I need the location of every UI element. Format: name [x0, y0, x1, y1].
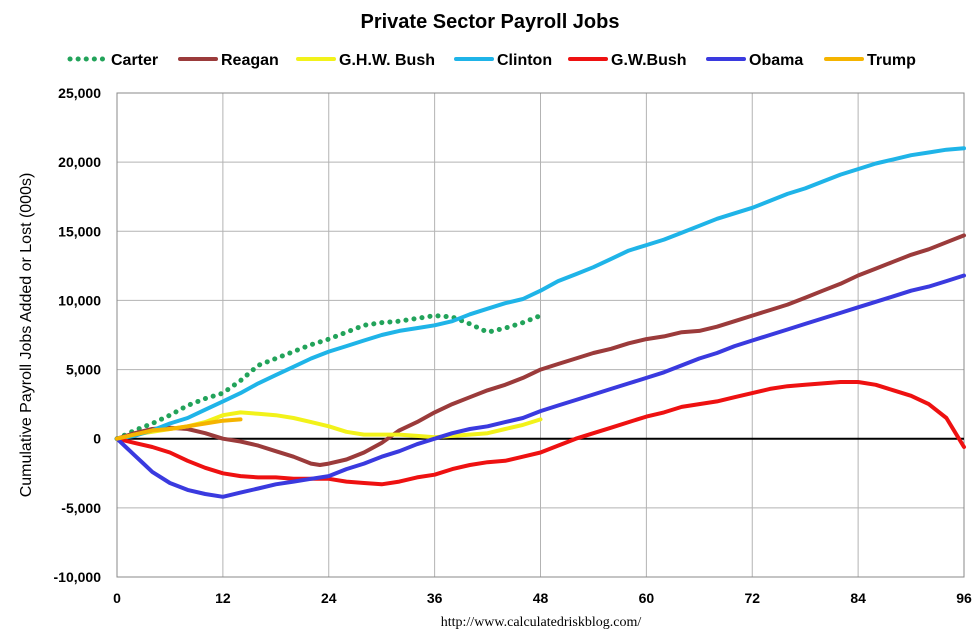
y-tick-label: 25,000	[58, 85, 101, 101]
source-url: http://www.calculatedriskblog.com/	[441, 615, 642, 630]
y-axis-ticks: -10,000 -5,000 0 5,000 10,000 15,000 20,000 25,…	[54, 85, 102, 585]
y-tick-label: 5,000	[66, 362, 101, 378]
x-tick-label: 84	[850, 590, 866, 606]
series-line-g-w-bush	[115, 380, 966, 487]
legend-label-g-w-bush: G.W.Bush	[611, 52, 687, 69]
legend: Carter Reagan G.H.W. Bush Clinton G.W.Bush Ob…	[67, 52, 916, 69]
y-axis-label: Cumulative Payroll Jobs Added or Lost (0…	[18, 173, 35, 498]
gridlines	[116, 92, 965, 578]
y-tick-label: 20,000	[58, 154, 101, 170]
x-tick-label: 72	[744, 590, 760, 606]
y-tick-label: 10,000	[58, 292, 101, 308]
chart-title: Private Sector Payroll Jobs	[360, 11, 619, 33]
y-tick-label: 15,000	[58, 223, 101, 239]
y-tick-label: -10,000	[54, 569, 102, 585]
legend-label-obama: Obama	[749, 52, 803, 69]
x-tick-label: 60	[639, 590, 655, 606]
series-line-clinton	[115, 146, 966, 441]
series-line-trump	[115, 417, 243, 441]
x-tick-label: 96	[956, 590, 972, 606]
y-tick-label: 0	[93, 431, 101, 447]
x-tick-label: 12	[215, 590, 231, 606]
x-tick-label: 24	[321, 590, 337, 606]
series-line-obama	[115, 273, 966, 499]
y-tick-label: -5,000	[61, 500, 101, 516]
x-tick-label: 36	[427, 590, 443, 606]
x-tick-label: 48	[533, 590, 549, 606]
x-axis-ticks: 0 12 24 36 48 60 72 84 96	[113, 590, 972, 606]
series-line-carter	[114, 313, 543, 442]
legend-label-clinton: Clinton	[497, 52, 552, 69]
legend-label-g-h-w-bush: G.H.W. Bush	[339, 52, 435, 69]
legend-label-trump: Trump	[867, 52, 916, 69]
legend-label-reagan: Reagan	[221, 52, 279, 69]
plot-area-border	[116, 92, 965, 578]
series-line-reagan	[115, 233, 966, 467]
x-tick-label: 0	[113, 590, 121, 606]
legend-label-carter: Carter	[111, 52, 158, 69]
series-layer	[114, 146, 966, 499]
